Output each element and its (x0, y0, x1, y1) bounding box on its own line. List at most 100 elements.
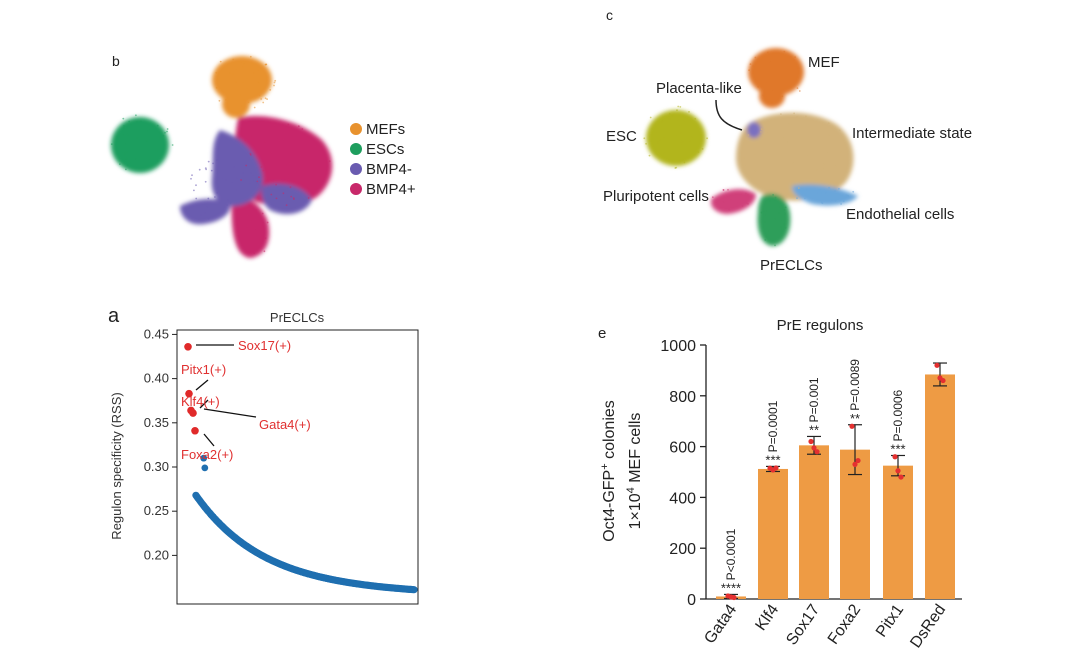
speckle-dot (246, 208, 249, 211)
speckle-dot (806, 189, 809, 192)
speckle-dot (760, 131, 762, 133)
speckle-dot (250, 135, 253, 137)
speckle-dot (668, 118, 671, 120)
speckle-dot (232, 73, 235, 75)
speckle-dot (110, 143, 113, 146)
speckle-dot (262, 221, 264, 224)
speckle-dot (745, 202, 748, 205)
panel-a-rss-chart: a PrECLCs 0.20 0.25 0.30 0.35 0.40 0.45 Regul… (108, 305, 419, 605)
speckle-dot (784, 212, 786, 215)
speckle-dot (256, 221, 258, 224)
speckle-dot (155, 150, 158, 152)
speckle-dot (766, 81, 768, 83)
speckle-dot (821, 167, 824, 170)
speckle-dot (191, 174, 193, 177)
speckle-dot (771, 146, 773, 149)
label-esc: ESC (606, 128, 637, 145)
speckle-dot (245, 164, 248, 167)
speckle-dot (719, 206, 722, 209)
speckle-dot (768, 61, 771, 63)
speckle-dot (781, 137, 784, 140)
speckle-dot (242, 66, 245, 69)
speckle-dot (251, 244, 253, 247)
legend-dot-escs (350, 143, 362, 155)
chart-e-ylabel-line1: Oct4-GFP+ colonies (599, 400, 618, 542)
speckle-dot (659, 138, 661, 141)
legend-dot-bmp4 (350, 183, 362, 195)
speckle-dot (229, 202, 232, 204)
chart-e-ytick-label: 400 (669, 490, 696, 507)
speckle-dot (298, 167, 301, 170)
speckle-dot (193, 189, 195, 192)
p-value: P=0.001 (807, 377, 821, 422)
speckle-dot (816, 169, 818, 171)
regulon-point (410, 586, 418, 594)
speckle-dot (676, 109, 678, 112)
speckle-dot (124, 159, 127, 162)
speckle-dot (788, 123, 790, 125)
speckle-dot (299, 154, 302, 157)
speckle-dot (793, 112, 795, 115)
speckle-dot (764, 239, 767, 241)
cluster-endothelial (792, 184, 858, 206)
speckle-dot (677, 119, 680, 121)
speckle-dot (297, 125, 300, 128)
speckle-dot (758, 174, 761, 177)
speckle-dot (226, 204, 229, 207)
speckle-dot (258, 94, 261, 97)
speckle-dot (760, 85, 763, 88)
speckle-dot (697, 151, 700, 154)
category-label: Sox17 (783, 601, 823, 648)
speckle-dot (239, 61, 242, 64)
speckle-dot (774, 196, 777, 199)
bar-group-foxa2: **P=0.0089 Foxa2 (825, 359, 870, 648)
speckle-dot (783, 223, 786, 226)
speckle-dot (156, 124, 159, 127)
bar (758, 468, 788, 599)
speckle-dot (820, 201, 823, 204)
speckle-dot (776, 79, 779, 81)
speckle-dot (701, 148, 704, 150)
speckle-dot (256, 214, 259, 217)
speckle-dot (817, 192, 819, 195)
label-pluripotent: Pluripotent cells (603, 188, 709, 205)
category-label: Foxa2 (825, 601, 864, 647)
speckle-dot (662, 152, 665, 154)
speckle-dot (123, 125, 125, 127)
speckle-dot (845, 194, 848, 197)
speckle-dot (769, 200, 771, 202)
speckle-dot (779, 226, 782, 228)
speckle-dot (252, 174, 254, 177)
speckle-dot (668, 113, 671, 115)
chart-e-bars: ****P<0.0001Gata4***P=0.0001Klf4**P=0.00… (701, 359, 955, 651)
speckle-dot (677, 105, 680, 108)
speckle-dot (249, 220, 252, 223)
replicate-point (808, 438, 814, 445)
speckle-dot (237, 235, 240, 237)
significance-stars: ** (809, 422, 819, 437)
speckle-dot (834, 190, 836, 193)
speckle-dot (799, 136, 801, 139)
panel-b-letter: b (112, 53, 120, 69)
speckle-dot (219, 60, 222, 63)
speckle-dot (834, 200, 837, 202)
speckle-dot (162, 134, 165, 137)
speckle-dot (838, 187, 840, 190)
speckle-dot (234, 81, 237, 83)
speckle-dot (273, 124, 276, 127)
replicate-point (811, 445, 817, 451)
significance-stars: *** (890, 441, 905, 456)
chart-a-ylabel: Regulon specificity (RSS) (109, 392, 124, 539)
speckle-dot (254, 209, 257, 211)
cluster-bmp4-neg (211, 130, 263, 207)
speckle-dot (207, 217, 210, 220)
label-intermediate: Intermediate state (852, 125, 972, 142)
regulon-point-top (201, 464, 209, 472)
speckle-dot (240, 215, 243, 218)
regulon-label: Pitx1(+) (181, 362, 226, 377)
cluster-mefs (212, 56, 272, 104)
speckle-dot (207, 160, 210, 163)
speckle-dot (221, 177, 224, 180)
regulon-point-highlight (191, 426, 199, 435)
speckle-dot (253, 71, 256, 74)
